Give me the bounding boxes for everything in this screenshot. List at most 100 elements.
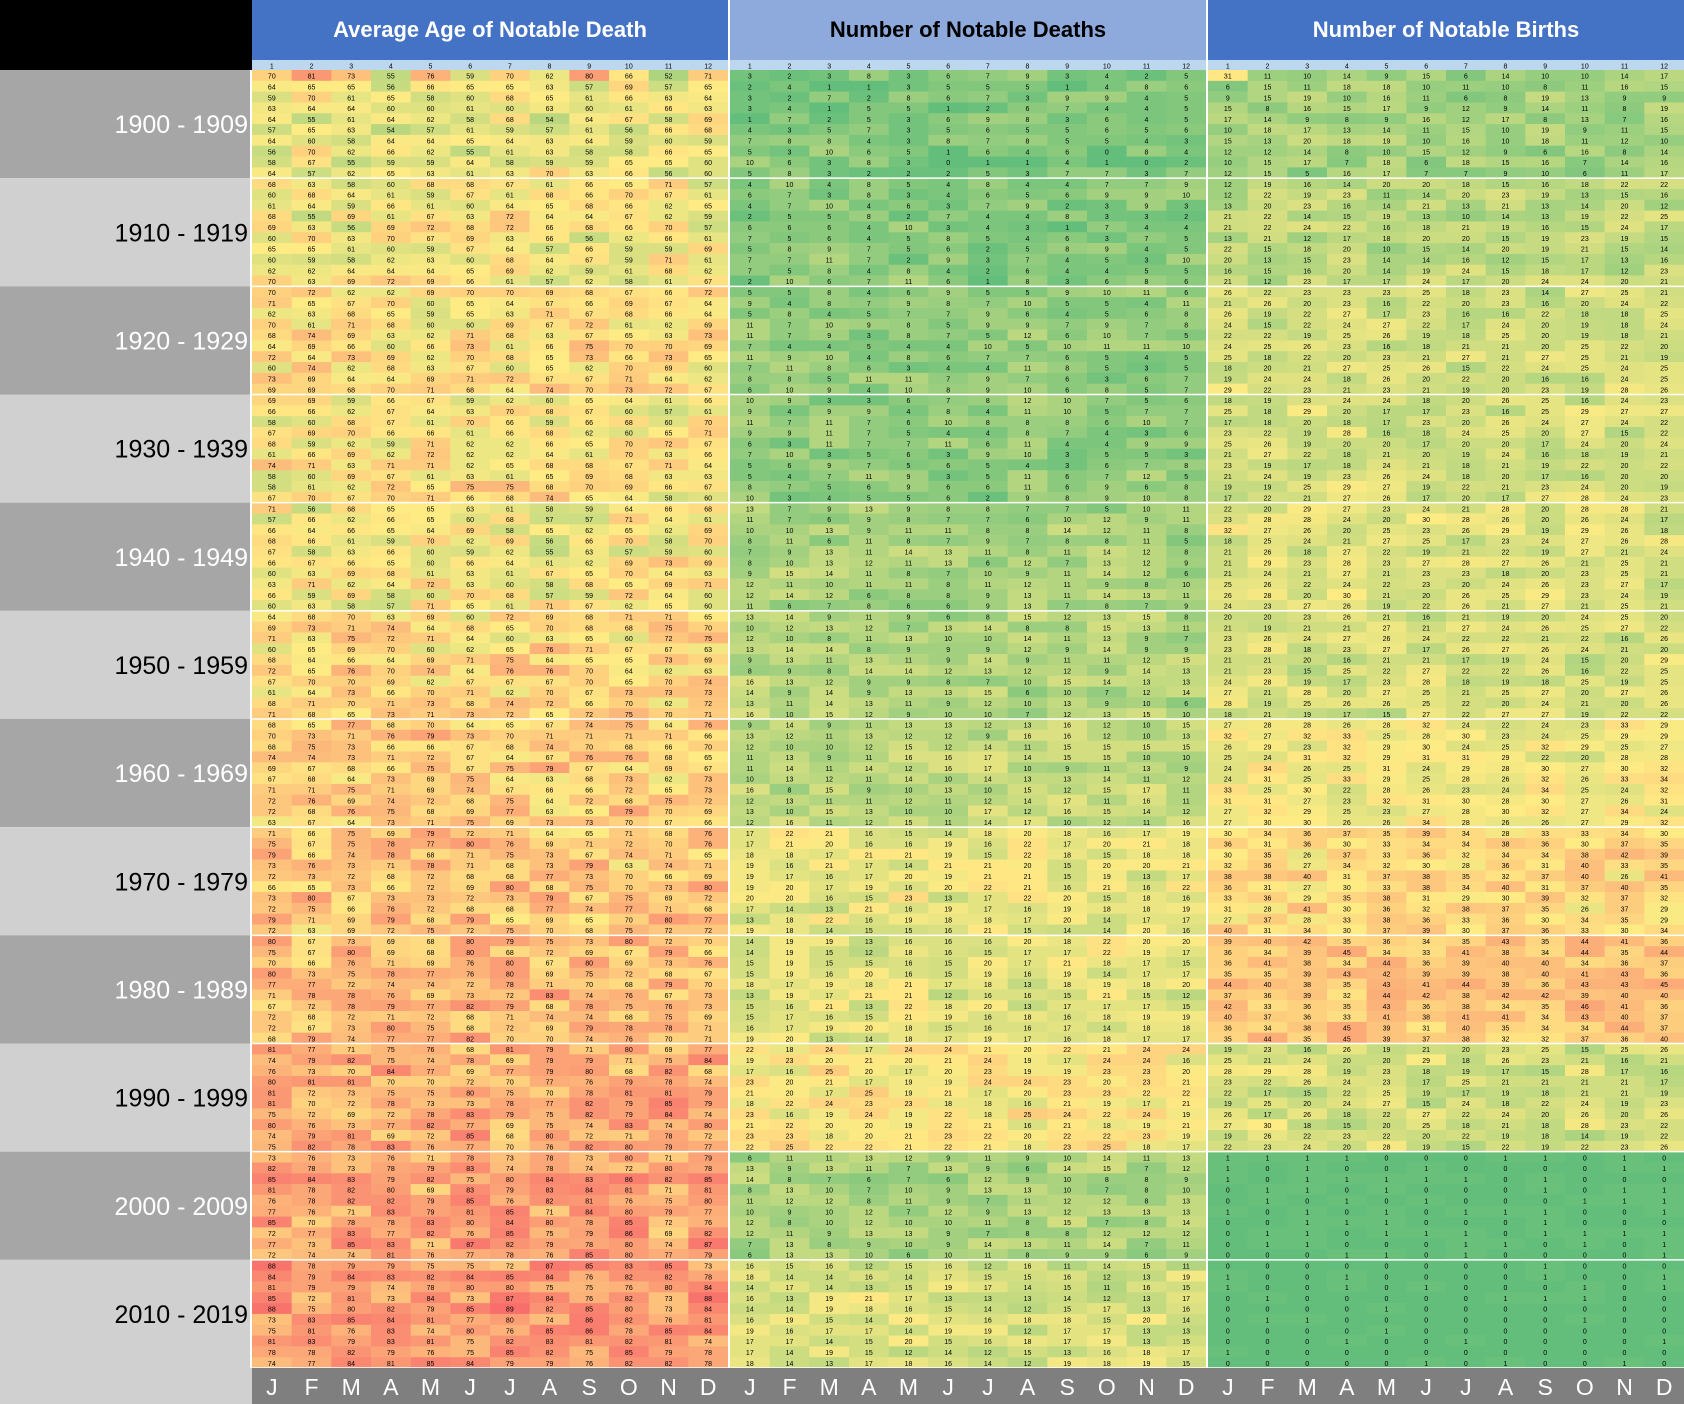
heatmap-cell bbox=[569, 1119, 610, 1131]
heatmap-cell-value: 13 bbox=[944, 788, 952, 795]
heatmap-cell-value: 77 bbox=[347, 723, 355, 730]
heatmap-cell-value: 9 bbox=[1105, 495, 1109, 502]
heatmap-cell-value: 88 bbox=[704, 1296, 712, 1303]
heatmap-cell-value: 9 bbox=[907, 506, 911, 513]
heatmap-cell bbox=[252, 848, 292, 860]
heatmap-cell bbox=[371, 481, 411, 493]
heatmap-cell-value: 4 bbox=[946, 268, 950, 275]
heatmap-cell-value: 54 bbox=[546, 117, 554, 124]
heatmap-cell bbox=[291, 394, 332, 406]
heatmap-cell-value: 66 bbox=[704, 820, 712, 827]
heatmap-cell-value: 65 bbox=[427, 506, 435, 513]
heatmap-cell-value: 59 bbox=[347, 398, 355, 405]
heatmap-cell bbox=[410, 956, 451, 969]
heatmap-cell bbox=[410, 610, 451, 622]
heatmap-cell-value: 65 bbox=[585, 495, 593, 502]
heatmap-cell-value: 5 bbox=[1026, 344, 1030, 351]
heatmap-cell bbox=[252, 589, 292, 601]
heatmap-cell bbox=[648, 567, 689, 579]
heatmap-cell bbox=[648, 816, 689, 828]
heatmap-cell bbox=[450, 1151, 491, 1163]
heatmap-cell-value: 7 bbox=[867, 279, 871, 286]
heatmap-cell-value: 12 bbox=[1024, 560, 1032, 567]
heatmap-cell-value: 79 bbox=[347, 1263, 355, 1270]
heatmap-cell bbox=[688, 1227, 729, 1239]
heatmap-cell-value: 64 bbox=[347, 376, 355, 383]
heatmap-cell-value: 1 bbox=[827, 84, 831, 91]
heatmap-cell bbox=[609, 632, 649, 644]
heatmap-cell-value: 59 bbox=[466, 550, 474, 557]
heatmap-cell-value: 9 bbox=[986, 604, 990, 611]
heatmap-cell-value: 75 bbox=[466, 820, 474, 827]
heatmap-cell bbox=[331, 124, 372, 136]
heatmap-cell-value: 14 bbox=[1103, 550, 1111, 557]
heatmap-cell-value: 78 bbox=[347, 993, 355, 1000]
heatmap-cell-value: 64 bbox=[427, 625, 435, 632]
heatmap-cell bbox=[688, 556, 729, 568]
heatmap-cell-value: 82 bbox=[585, 1112, 593, 1119]
heatmap-cell bbox=[609, 362, 649, 374]
heatmap-cell bbox=[490, 70, 530, 82]
heatmap-cell-value: 68 bbox=[308, 712, 316, 719]
heatmap-cell-value: 11 bbox=[865, 571, 872, 578]
heatmap-cell-value: 6 bbox=[986, 149, 990, 156]
heatmap-cell-value: 79 bbox=[506, 1004, 514, 1011]
heatmap-cell-value: 9 bbox=[827, 614, 831, 621]
heatmap-cell-value: 9 bbox=[946, 701, 950, 708]
heatmap-cell-value: 70 bbox=[268, 961, 276, 968]
heatmap-cell-value: 14 bbox=[1103, 928, 1111, 935]
heatmap-cell-value: 78 bbox=[585, 1004, 593, 1011]
heatmap-cell bbox=[490, 643, 530, 655]
heatmap-cell bbox=[648, 102, 689, 114]
heatmap-cell-value: 6 bbox=[1065, 193, 1069, 200]
heatmap-cell bbox=[490, 1097, 530, 1109]
heatmap-cell bbox=[648, 913, 689, 925]
heatmap-cell-value: 85 bbox=[704, 1177, 712, 1184]
heatmap-cell-value: 9 bbox=[1026, 74, 1030, 81]
heatmap-cell-value: 71 bbox=[427, 1155, 435, 1162]
heatmap-cell-value: 67 bbox=[585, 766, 593, 773]
heatmap-cell-value: 77 bbox=[704, 1047, 712, 1054]
heatmap-cell bbox=[569, 102, 610, 114]
heatmap-cell-value: 64 bbox=[665, 517, 673, 524]
heatmap-cell-value: 68 bbox=[466, 701, 474, 708]
heatmap-cell-value: 72 bbox=[427, 874, 435, 881]
heatmap-cell-value: 80 bbox=[506, 1318, 514, 1325]
heatmap-cell bbox=[609, 243, 649, 255]
heatmap-cell bbox=[529, 1043, 570, 1055]
heatmap-cell-value: 83 bbox=[387, 1339, 395, 1346]
heatmap-cell-value: 85 bbox=[268, 1296, 276, 1303]
heatmap-cell-value: 69 bbox=[427, 658, 435, 665]
heatmap-cell-value: 80 bbox=[506, 1177, 514, 1184]
heatmap-cell-value: 8 bbox=[1105, 387, 1109, 394]
heatmap-cell bbox=[371, 870, 411, 882]
heatmap-cell-value: 5 bbox=[867, 495, 871, 502]
heatmap-cell-value: 72 bbox=[665, 928, 673, 935]
heatmap-cell-value: 20 bbox=[1103, 842, 1111, 849]
heatmap-cell-value: 65 bbox=[585, 809, 593, 816]
heatmap-cell bbox=[490, 459, 530, 471]
heatmap-cell-value: 8 bbox=[1184, 528, 1188, 535]
heatmap-cell-value: 63 bbox=[466, 571, 474, 578]
heatmap-cell-value: 64 bbox=[466, 160, 474, 167]
heatmap-cell-value: 20 bbox=[825, 842, 833, 849]
heatmap-cell bbox=[252, 1075, 292, 1088]
heatmap-cell bbox=[331, 448, 372, 460]
heatmap-cell bbox=[648, 448, 689, 460]
heatmap-cell-value: 68 bbox=[625, 420, 633, 427]
heatmap-cell-value: 13 bbox=[1024, 982, 1032, 989]
heatmap-cell-value: 68 bbox=[665, 971, 673, 978]
heatmap-cell bbox=[291, 740, 332, 752]
heatmap-cell bbox=[609, 1119, 649, 1131]
heatmap-cell-value: 2 bbox=[907, 171, 911, 178]
heatmap-cell bbox=[569, 783, 610, 796]
heatmap-cell bbox=[648, 1043, 689, 1055]
heatmap-cell-value: 73 bbox=[427, 896, 435, 903]
heatmap-cell bbox=[529, 221, 570, 233]
heatmap-cell-value: 75 bbox=[268, 950, 276, 957]
heatmap-cell-value: 84 bbox=[466, 1274, 474, 1281]
heatmap-cell-value: 68 bbox=[704, 907, 712, 914]
heatmap-cell-value: 82 bbox=[506, 1242, 514, 1249]
heatmap-cell bbox=[291, 426, 332, 439]
heatmap-cell-value: 62 bbox=[308, 268, 316, 275]
